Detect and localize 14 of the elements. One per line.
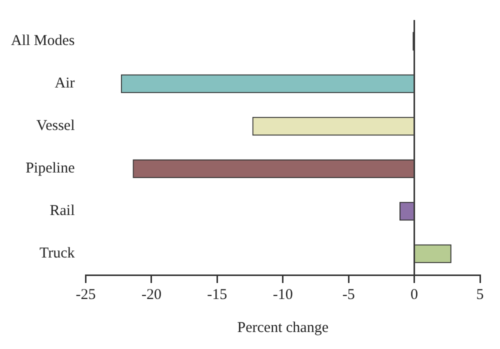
x-tick-label: -20 [141,286,162,303]
x-axis-title: Percent change [237,320,329,336]
y-tick-label: All Modes [11,33,75,50]
y-tick-label: Rail [50,203,75,220]
x-tick-label: -15 [207,286,228,303]
x-tick-label: 0 [410,286,418,303]
x-tick-label: -25 [76,286,96,303]
x-tick-label: 5 [476,286,484,303]
y-tick-label: Vessel [36,118,75,134]
y-tick-label: Pipeline [26,160,76,177]
x-tick-label: -10 [272,286,293,303]
y-tick-label: Air [54,76,75,92]
y-tick-label: Truck [39,246,76,262]
x-tick-label: -5 [342,286,355,303]
